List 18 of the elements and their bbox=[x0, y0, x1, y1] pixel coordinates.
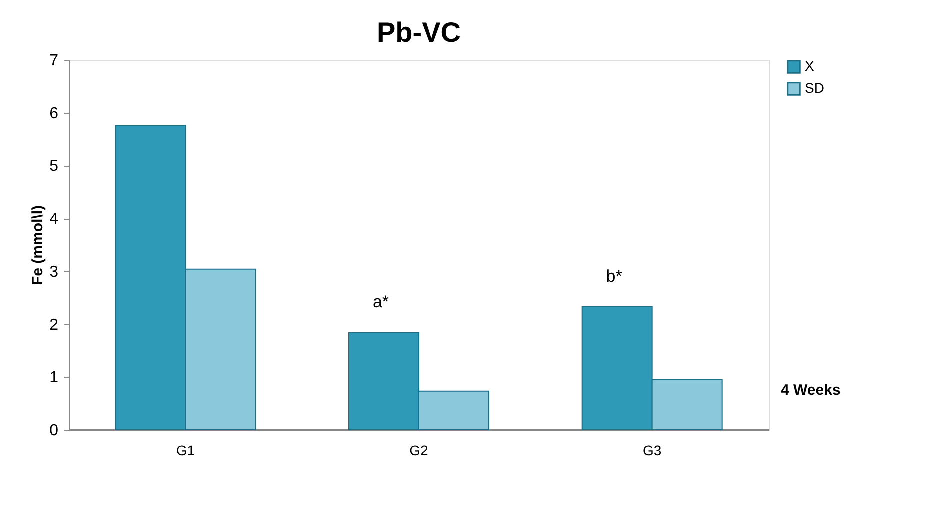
text: 4 Weeks bbox=[781, 382, 841, 399]
y-tick-label: 3 bbox=[50, 264, 59, 281]
y-tick-label: 1 bbox=[50, 370, 59, 387]
y-tick-label: 4 bbox=[50, 211, 59, 228]
annotation: a* bbox=[372, 292, 390, 312]
y-tick-label: 6 bbox=[50, 105, 59, 122]
x-tick-label: G1 bbox=[176, 442, 196, 458]
y-tick-label: 2 bbox=[50, 316, 59, 334]
y-tick-label: 5 bbox=[50, 158, 59, 176]
chart-title: Pb-VC bbox=[377, 17, 461, 48]
y-tick-label: 0 bbox=[50, 422, 59, 440]
x-tick-label: G2 bbox=[410, 442, 429, 458]
y-tick-label: 7 bbox=[50, 52, 59, 70]
y-axis-title: Fe (mmol\l) bbox=[30, 205, 47, 286]
legend-label: X bbox=[805, 58, 815, 74]
x-tick-label: G3 bbox=[642, 442, 662, 458]
annotation: b* bbox=[606, 266, 623, 286]
legend-label: SD bbox=[805, 80, 824, 96]
